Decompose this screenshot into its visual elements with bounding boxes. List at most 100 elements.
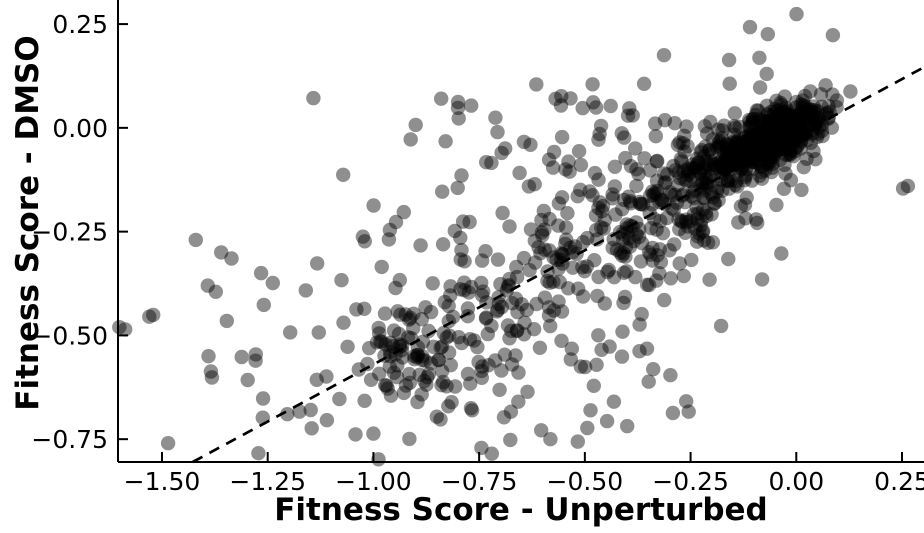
data-point (734, 141, 750, 157)
data-point (731, 149, 746, 165)
data-point (772, 107, 788, 123)
data-point (500, 318, 516, 333)
data-point (563, 352, 578, 367)
data-point (298, 283, 313, 298)
data-point (591, 269, 606, 285)
data-point (703, 153, 718, 169)
data-point (710, 180, 726, 196)
data-point (618, 249, 633, 264)
data-point (769, 103, 785, 119)
data-point (414, 387, 429, 402)
data-point (777, 157, 792, 172)
data-point (778, 124, 793, 140)
data-point (762, 116, 777, 131)
data-point (736, 147, 751, 163)
data-point (755, 133, 770, 148)
data-point (434, 377, 449, 393)
data-point (622, 239, 638, 254)
data-point (552, 274, 567, 290)
data-point (407, 351, 422, 367)
data-point (799, 103, 814, 118)
data-point (783, 122, 798, 138)
data-point (588, 100, 604, 115)
data-point (679, 394, 694, 409)
data-point (457, 275, 472, 290)
data-point (680, 162, 696, 178)
data-point (441, 345, 457, 360)
data-point (748, 132, 763, 148)
data-point (545, 160, 561, 175)
data-point (773, 95, 788, 111)
data-point (657, 196, 672, 212)
data-point (695, 175, 710, 191)
data-point (742, 114, 757, 130)
data-point (521, 179, 537, 194)
data-point (719, 144, 735, 159)
data-point (378, 337, 393, 352)
data-point (691, 163, 706, 179)
data-point (791, 108, 806, 123)
data-point (406, 306, 421, 321)
data-point (684, 252, 699, 268)
data-point (461, 285, 477, 300)
data-point (528, 255, 543, 270)
data-point (493, 276, 508, 292)
data-point (803, 105, 818, 120)
data-point (755, 126, 770, 141)
data-point (807, 116, 822, 132)
data-point (447, 223, 462, 239)
data-point (770, 112, 785, 128)
data-point (360, 356, 375, 372)
data-point (756, 143, 772, 158)
data-point (695, 223, 711, 238)
data-point (772, 108, 787, 123)
data-point (736, 131, 751, 146)
data-point (683, 174, 699, 189)
data-point (758, 130, 773, 145)
x-tick-label: 0.00 (768, 467, 824, 496)
data-point (392, 337, 408, 352)
data-point (705, 190, 721, 205)
data-point (594, 342, 609, 357)
data-point (806, 105, 822, 120)
data-point (372, 326, 387, 341)
data-point (649, 273, 664, 288)
data-point (788, 126, 803, 141)
data-point (750, 215, 765, 231)
data-point (771, 129, 786, 144)
data-point (385, 338, 401, 354)
data-point (720, 173, 736, 188)
data-point (765, 125, 781, 141)
data-point (490, 302, 505, 318)
data-point (714, 131, 729, 146)
data-point (601, 262, 616, 278)
data-point (731, 133, 746, 148)
data-point (781, 135, 796, 150)
data-point (765, 127, 780, 142)
data-point (502, 271, 517, 287)
data-point (663, 368, 678, 383)
data-point (319, 413, 335, 428)
data-point (623, 159, 639, 174)
data-point (657, 176, 672, 191)
data-point (383, 335, 398, 350)
data-point (739, 190, 754, 205)
data-point (676, 136, 691, 151)
data-point (696, 233, 712, 248)
data-point (777, 118, 792, 134)
data-point (775, 125, 790, 140)
data-point (631, 166, 646, 182)
data-point (608, 207, 623, 222)
data-point (895, 181, 911, 196)
data-point (789, 108, 805, 124)
data-point (754, 137, 769, 153)
data-point (639, 341, 655, 356)
data-point (726, 127, 742, 142)
data-point (706, 157, 721, 173)
data-point (705, 235, 721, 250)
data-point (709, 159, 725, 174)
data-point (727, 106, 742, 121)
data-point (680, 139, 695, 154)
data-point (788, 144, 803, 159)
data-point (804, 126, 820, 141)
